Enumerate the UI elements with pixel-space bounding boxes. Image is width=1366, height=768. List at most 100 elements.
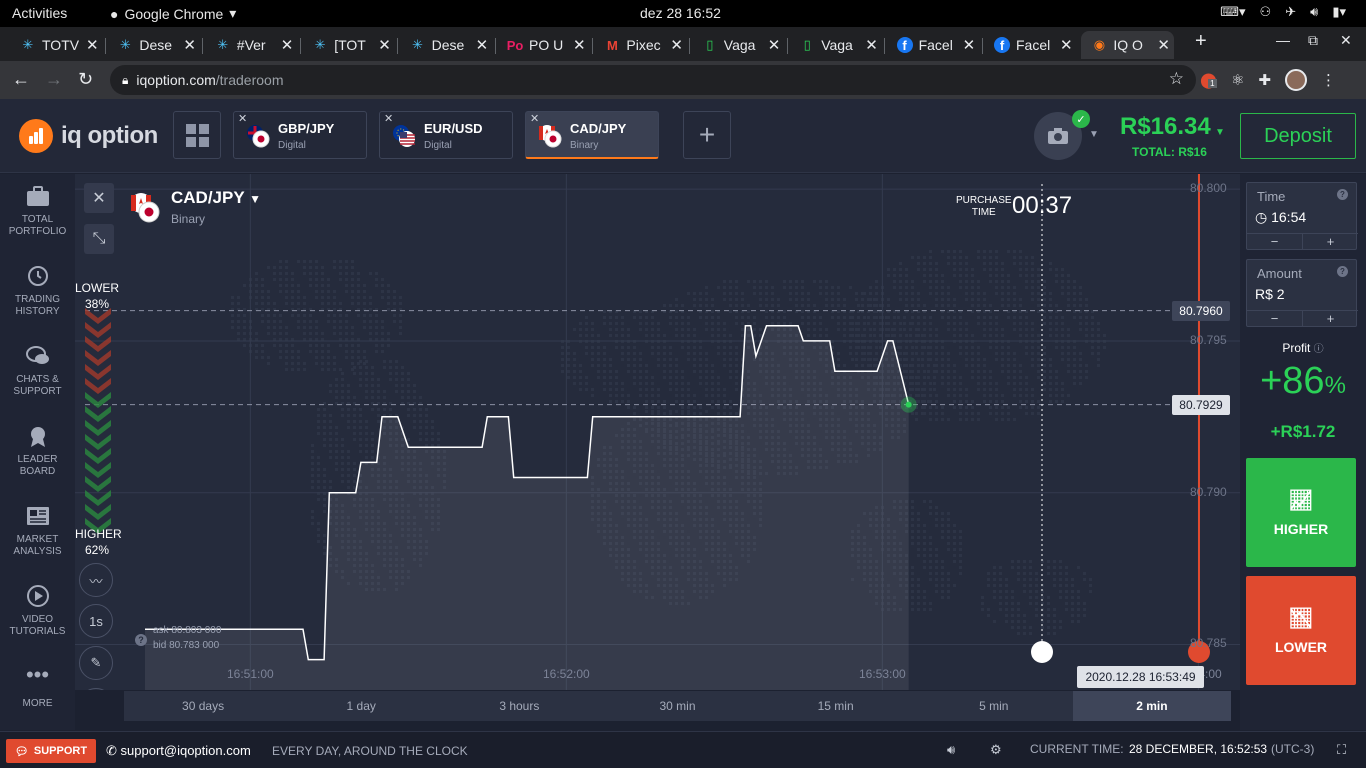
more-vert-icon[interactable]: ⋮ — [1321, 72, 1336, 89]
help-icon[interactable]: ⓘ — [1313, 344, 1324, 355]
browser-tab[interactable]: ▯ Vaga ✕ — [789, 31, 879, 59]
activities-button[interactable]: Activities — [12, 5, 68, 21]
close-tab-icon[interactable]: ✕ — [1060, 37, 1073, 54]
price-chart[interactable] — [75, 174, 1240, 690]
close-tab-icon[interactable]: ✕ — [670, 37, 683, 54]
react-devtools-icon[interactable]: ⚛ — [1230, 72, 1245, 89]
network-icon[interactable]: ⚇ — [1259, 4, 1272, 19]
close-tab-icon[interactable]: ✕ — [962, 37, 976, 54]
range-option[interactable]: 15 min — [817, 699, 854, 713]
forward-icon[interactable]: → — [45, 69, 63, 89]
amount-field[interactable]: Amount ? R$ 2 − + — [1246, 259, 1358, 327]
help-icon[interactable]: ? — [1337, 189, 1348, 200]
higher-button[interactable]: 📈︎ HIGHER — [1246, 458, 1356, 567]
amount-field-value[interactable]: R$ 2 — [1255, 286, 1285, 302]
browser-tab[interactable]: M Pixec ✕ — [594, 31, 684, 59]
screenshot-button[interactable] — [1034, 112, 1082, 160]
range-option[interactable]: 5 min — [979, 699, 1009, 713]
close-tab-icon[interactable]: ✕ — [573, 37, 586, 54]
help-icon[interactable]: ? — [1337, 266, 1348, 277]
asset-tab-gbpjpy[interactable]: ✕ GBP/JPY Digital — [233, 111, 367, 159]
reload-icon[interactable]: ↻ — [78, 69, 94, 89]
asset-tab-eurusd[interactable]: ✕ EUR/USD Digital — [379, 111, 513, 159]
time-field-value[interactable]: ◷ 16:54 — [1255, 209, 1307, 225]
profile-avatar[interactable] — [1285, 69, 1307, 91]
minimize-icon[interactable]: — — [1276, 32, 1290, 48]
browser-tab[interactable]: f Facel ✕ — [984, 31, 1074, 59]
close-tab-icon[interactable]: ✕ — [475, 37, 489, 54]
keyboard-icon[interactable]: ⌨▾ — [1220, 4, 1246, 19]
puzzle-icon[interactable]: ✚ — [1258, 72, 1271, 89]
back-icon[interactable]: ← — [12, 69, 30, 89]
battery-icon[interactable]: ▮▾ — [1332, 4, 1346, 19]
browser-tab[interactable]: ◉ IQ O ✕ — [1081, 31, 1175, 59]
range-option[interactable]: 1 day — [346, 699, 376, 713]
fullscreen-icon[interactable]: ⛶ — [1337, 742, 1347, 757]
lower-button[interactable]: 📉︎ LOWER — [1246, 576, 1356, 685]
chart-type-button[interactable]: 〰 — [79, 563, 113, 597]
collapse-chart-button[interactable]: ⤡ — [84, 224, 114, 254]
bookmark-star-icon[interactable]: ☆ — [1168, 69, 1184, 88]
sidebar-item-market-analysis[interactable]: MARKET ANALYSIS — [0, 504, 75, 558]
time-minus-button[interactable]: − — [1247, 234, 1303, 250]
close-tab-icon[interactable]: ✕ — [183, 37, 196, 54]
address-bar[interactable]: 🔒︎ iqoption.com/traderoom ☆ — [110, 65, 1196, 95]
sidebar-item-leaderboard[interactable]: LEADER BOARD — [0, 424, 75, 478]
browser-tab[interactable]: ✳ Dese ✕ — [107, 31, 197, 59]
app-menu[interactable]: ● Google Chrome ▾ — [110, 5, 236, 22]
sidebar-item-more[interactable]: ••• MORE — [0, 664, 75, 710]
browser-tab[interactable]: ▯ Vaga ✕ — [692, 31, 782, 59]
settings-icon[interactable]: ⚙ — [990, 742, 1002, 757]
airplane-icon[interactable]: ✈ — [1285, 4, 1297, 19]
new-tab-button[interactable]: + — [1195, 30, 1207, 52]
close-window-icon[interactable]: ✕ — [1340, 32, 1352, 48]
browser-tab[interactable]: ✳ Dese ✕ — [400, 31, 490, 59]
close-chart-button[interactable]: ✕ — [84, 183, 114, 213]
close-tab-icon[interactable]: ✕ — [530, 113, 540, 125]
clock[interactable]: dez 28 16:52 — [640, 5, 721, 21]
sidebar-item-chats[interactable]: CHATS & SUPPORT — [0, 344, 75, 398]
browser-tab[interactable]: ✳ TOTV ✕ — [10, 31, 100, 59]
close-tab-icon[interactable]: ✕ — [86, 37, 99, 54]
lock-icon[interactable]: 🔒︎ — [122, 72, 129, 87]
amount-plus-button[interactable]: + — [1326, 311, 1335, 326]
range-option[interactable]: 30 days — [182, 699, 225, 713]
time-field[interactable]: Time ? ◷ 16:54 − + — [1246, 182, 1358, 250]
close-tab-icon[interactable]: ✕ — [238, 113, 248, 125]
sidebar-item-portfolio[interactable]: TOTAL PORTFOLIO — [0, 184, 75, 238]
close-tab-icon[interactable]: ✕ — [1157, 37, 1170, 54]
system-tray[interactable]: ⌨▾ ⚇ ✈ 🔊︎ ▮▾ — [1220, 4, 1346, 20]
chevron-down-icon[interactable]: ▼ — [1089, 129, 1099, 140]
balance-chevron-icon[interactable]: ▼ — [1215, 127, 1225, 138]
deposit-button[interactable]: Deposit — [1240, 113, 1356, 159]
chart-asset-name[interactable]: CAD/JPY ▼ — [171, 188, 262, 207]
balance-amount[interactable]: R$16.34 — [1120, 113, 1211, 140]
drawing-tools-button[interactable]: ✎ — [79, 646, 113, 680]
sound-icon[interactable]: 🔊︎ — [947, 742, 956, 757]
range-option[interactable]: 3 hours — [499, 699, 540, 713]
browser-tab[interactable]: f Facel ✕ — [887, 31, 977, 59]
browser-tab[interactable]: ✳ [TOT ✕ — [302, 31, 392, 59]
extension-shield-icon[interactable]: ⬤1 — [1200, 71, 1217, 89]
close-tab-icon[interactable]: ✕ — [280, 37, 294, 54]
help-icon[interactable]: ? — [135, 634, 147, 646]
support-email[interactable]: ✆ support@iqoption.com — [106, 743, 251, 758]
iq-logo[interactable]: iq option — [19, 119, 158, 153]
add-asset-button[interactable]: + — [683, 111, 731, 159]
close-tab-icon[interactable]: ✕ — [865, 37, 878, 54]
range-option[interactable]: 2 min — [1072, 691, 1231, 721]
close-tab-icon[interactable]: ✕ — [767, 37, 781, 54]
time-plus-button[interactable]: + — [1326, 234, 1335, 249]
asset-tab-cadjpy[interactable]: ✕ CAD/JPY Binary — [525, 111, 659, 159]
browser-tab[interactable]: Po PO U ✕ — [497, 31, 587, 59]
range-option[interactable]: 30 min — [659, 699, 696, 713]
close-tab-icon[interactable]: ✕ — [384, 113, 394, 125]
chart-area[interactable]: ✕ ⤡ CAD/JPY ▼ Binary PURCHASE TIME 00:37 … — [75, 174, 1240, 690]
maximize-icon[interactable]: ⧉ — [1308, 32, 1318, 48]
amount-minus-button[interactable]: − — [1247, 311, 1303, 327]
sidebar-item-history[interactable]: TRADING HISTORY — [0, 264, 75, 318]
support-button[interactable]: 💬︎ SUPPORT — [6, 739, 96, 763]
candle-interval-button[interactable]: 1s — [79, 604, 113, 638]
close-tab-icon[interactable]: ✕ — [378, 37, 391, 54]
assets-grid-button[interactable] — [173, 111, 221, 159]
